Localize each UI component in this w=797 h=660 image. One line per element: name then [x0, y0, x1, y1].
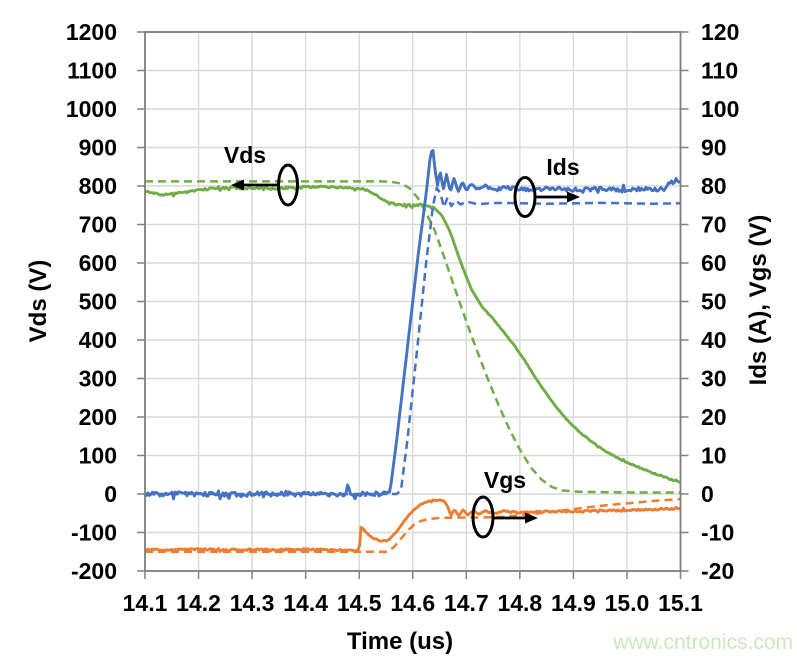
- tick-labels: 1200110010009008007006005004003002001000…: [66, 19, 740, 616]
- right-tick-label: 60: [701, 250, 727, 276]
- x-tick-label: 14.9: [551, 590, 596, 616]
- x-tick-label: 14.2: [176, 590, 221, 616]
- right-tick-label: 50: [701, 289, 727, 315]
- x-tick-label: 15.1: [658, 590, 703, 616]
- probe-ellipse-ids: [513, 176, 537, 218]
- left-tick-label: 0: [104, 481, 117, 507]
- x-tick-label: 14.4: [283, 590, 328, 616]
- left-tick-label: 300: [79, 366, 117, 392]
- probe-ellipse-vgs: [471, 495, 495, 539]
- right-tick-label: 100: [701, 96, 739, 122]
- right-tick-label: 110: [701, 58, 738, 84]
- x-tick-label: 14.7: [444, 590, 489, 616]
- x-tick-label: 14.1: [123, 590, 168, 616]
- arrow-head-vds-icon: [231, 179, 244, 191]
- left-tick-label: 100: [79, 443, 117, 469]
- annotation-label-ids: Ids: [546, 154, 579, 180]
- left-tick-label: -200: [71, 558, 117, 584]
- annotation-label-vds: Vds: [224, 142, 266, 168]
- axes-and-ticks: [137, 31, 689, 579]
- curves: [144, 149, 682, 554]
- arrow-head-ids-icon: [567, 191, 580, 203]
- left-tick-label: 400: [79, 327, 117, 353]
- left-tick-label: 1000: [66, 96, 117, 122]
- series-ids-simulated: [145, 186, 681, 496]
- left-tick-label: 800: [79, 173, 117, 199]
- right-axis-title: Ids (A), Vgs (V): [745, 215, 772, 386]
- x-tick-label: 14.5: [337, 590, 382, 616]
- series-vds-simulated: [145, 180, 681, 494]
- left-tick-label: 200: [79, 404, 117, 430]
- left-tick-label: 1100: [67, 58, 117, 84]
- right-tick-label: 30: [701, 366, 727, 392]
- left-tick-label: 900: [79, 135, 117, 161]
- x-tick-label: 14.3: [230, 590, 275, 616]
- series-ids-measured: [145, 149, 682, 501]
- series-vgs-simulated: [145, 497, 681, 554]
- annotation-label-vgs: Vgs: [484, 467, 526, 493]
- right-tick-label: 80: [701, 173, 727, 199]
- right-tick-label: 0: [701, 481, 714, 507]
- right-tick-label: 120: [701, 19, 739, 45]
- watermark: www.cntronics.com: [612, 631, 793, 654]
- right-tick-label: 70: [701, 212, 727, 238]
- arrow-head-vgs-icon: [525, 512, 538, 524]
- right-tick-label: 10: [701, 443, 727, 469]
- right-tick-label: -20: [701, 558, 734, 584]
- left-tick-label: 700: [79, 212, 117, 238]
- left-tick-label: 500: [79, 289, 117, 315]
- gridlines: [144, 31, 682, 572]
- x-axis-title: Time (us): [347, 628, 453, 655]
- left-tick-label: 600: [79, 250, 117, 276]
- right-tick-label: 20: [701, 404, 727, 430]
- right-tick-label: 40: [701, 327, 727, 353]
- left-tick-label: -100: [71, 520, 117, 546]
- x-tick-label: 14.6: [390, 590, 435, 616]
- left-tick-label: 1200: [66, 19, 117, 45]
- right-tick-label: 90: [701, 135, 727, 161]
- x-tick-label: 14.8: [497, 590, 542, 616]
- annotations: Vds Ids Vgs: [224, 142, 580, 539]
- series-vgs-measured: [145, 498, 681, 554]
- x-tick-label: 15.0: [605, 590, 650, 616]
- left-axis-title: Vds (V): [25, 260, 52, 343]
- right-tick-label: -10: [701, 520, 734, 546]
- plot-border: [144, 31, 682, 572]
- probe-ellipse-vds: [277, 163, 299, 207]
- series-vds-measured: [144, 184, 681, 484]
